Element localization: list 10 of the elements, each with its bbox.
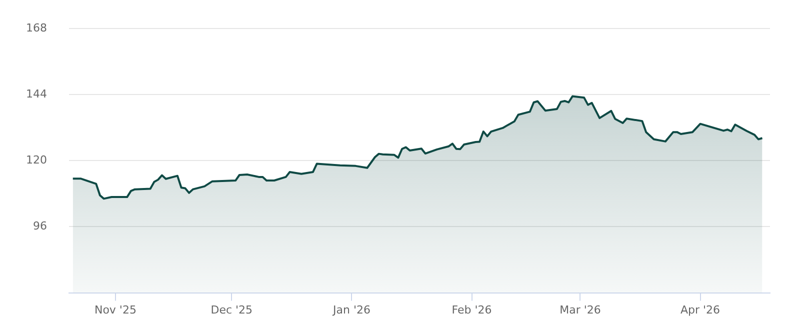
y-tick-label: 96 bbox=[32, 220, 47, 233]
x-tick-label: Dec '25 bbox=[210, 303, 253, 316]
y-tick-label: 120 bbox=[26, 154, 47, 167]
x-tick-label: Nov '25 bbox=[94, 303, 136, 316]
y-tick-label: 144 bbox=[26, 88, 47, 101]
x-tick-label: Apr '26 bbox=[680, 303, 720, 316]
x-tick-label: Mar '26 bbox=[560, 303, 601, 316]
x-tick-label: Jan '26 bbox=[332, 303, 370, 316]
x-tick-label: Feb '26 bbox=[452, 303, 492, 316]
y-tick-label: 168 bbox=[26, 21, 47, 34]
